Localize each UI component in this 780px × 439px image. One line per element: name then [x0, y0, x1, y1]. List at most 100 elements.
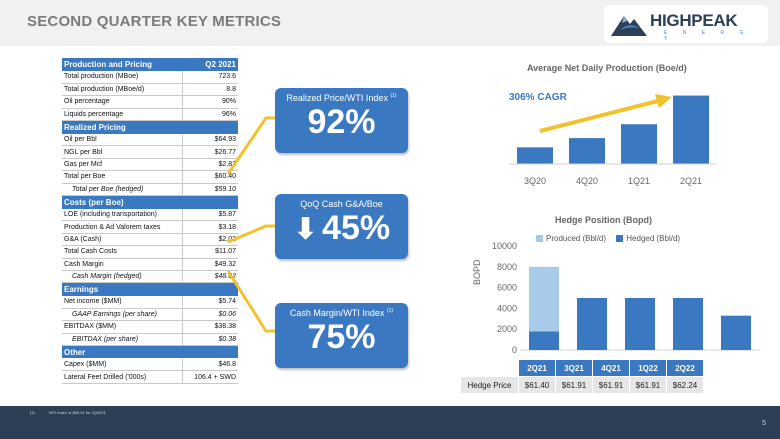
hedge-price-table: 2Q21 3Q21 4Q21 1Q22 2Q22 Hedge Price $61.40 $61… [460, 359, 704, 394]
metric-row: Cash Margin $49.32 [62, 258, 238, 271]
cagr-label: 306% CAGR [509, 92, 567, 103]
metric-row: EBITDAX (per share) $0.38 [62, 333, 238, 346]
metric-row: Net income ($MM) $5.74 [62, 295, 238, 309]
metric-label: Realized Pricing [62, 120, 183, 134]
footer-band: (1) WTI index of $65.91 for 2Q2021 5 [0, 406, 780, 439]
metric-row: NGL per Bbl $26.77 [62, 145, 238, 159]
logo-wordmark: HIGHPEAK [650, 11, 738, 30]
metric-value: 106.4 + SWD [182, 370, 238, 384]
hedge-price-value: $61.91 [592, 376, 630, 394]
hedge-y-tick: 0 [512, 345, 517, 355]
metric-label: Other [62, 345, 183, 359]
hedge-header-row: 2Q21 3Q21 4Q21 1Q22 2Q22 [460, 359, 704, 377]
metric-value: 90% [182, 95, 238, 109]
metric-value: $38.38 [182, 320, 238, 334]
hedged-bar-4q21 [625, 298, 655, 350]
metric-row: Total per Boe $60.40 [62, 170, 238, 184]
key-metrics-table: Production and Pricing Q2 2021 Total produ… [62, 58, 238, 384]
metric-label: NGL per Bbl [62, 145, 183, 159]
metric-value: Q2 2021 [182, 58, 238, 71]
metric-row: LOE (including transportation) $5.87 [62, 208, 238, 222]
metric-label: Total per Boe [62, 170, 183, 184]
metric-label: Cash Margin (hedged) [62, 270, 183, 284]
production-bar-2q21 [673, 95, 709, 164]
production-x-tick: 3Q20 [524, 176, 546, 186]
metric-label: Cash Margin [62, 258, 183, 271]
hedged-bar-3q21 [577, 298, 607, 350]
metric-value: 8.8 [182, 83, 238, 97]
metric-value: $0.38 [182, 333, 238, 346]
metric-value: $2.81 [182, 158, 238, 172]
hedged-bar-2q21 [529, 331, 559, 350]
hedge-price-row: Hedge Price $61.40 $61.91 $61.91 $61.91 $62.2… [460, 376, 704, 394]
hedge-quarter: 2Q21 [518, 359, 556, 377]
metric-label: Total per Boe (hedged) [62, 183, 183, 197]
metric-label: Gas per Mcf [62, 158, 183, 172]
metric-value: $11.07 [182, 245, 238, 259]
callout-realized-label: Realized Price/WTI Index (1) [286, 93, 397, 103]
callout-cash-margin-label: Cash Margin/WTI Index (1) [289, 308, 394, 318]
metric-label: Capex ($MM) [62, 358, 183, 372]
metric-label: Total Cash Costs [62, 245, 183, 259]
metric-row: Lateral Feet Drilled ('000s) 106.4 + SWD [62, 370, 238, 384]
callout-realized-value: 92% [307, 103, 376, 141]
hedge-y-tick: 6000 [497, 283, 517, 293]
metric-label: Production and Pricing [62, 58, 183, 71]
down-arrow-icon: ⬇ [292, 213, 319, 246]
production-bar-3q20 [517, 147, 553, 164]
callout-cash-ga: QoQ Cash G&A/Boe ⬇ 45% [275, 194, 408, 259]
hedge-y-tick: 8000 [497, 262, 517, 272]
production-chart-title: Average Net Daily Production (Boe/d) [527, 63, 687, 73]
connector-realized [226, 116, 275, 175]
section-header-row: Earnings [62, 282, 238, 296]
metric-label: Earnings [62, 282, 183, 296]
logo-subtitle: E N E R G Y [664, 30, 751, 42]
company-logo: HIGHPEAK E N E R G Y [604, 5, 768, 43]
metric-label: Lateral Feet Drilled ('000s) [62, 370, 183, 384]
metric-row: Oil per Bbl $64.93 [62, 133, 238, 147]
hedge-price-value: $61.40 [518, 376, 556, 394]
legend-hedged: Hedged (Bbl/d) [616, 234, 680, 243]
hedged-bar-2q22 [721, 315, 751, 350]
metric-label: GAAP Earnings (per share) [62, 308, 183, 322]
hedge-legend: Produced (Bbl/d) Hedged (Bbl/d) [536, 234, 688, 243]
metric-row: GAAP Earnings (per share) $0.06 [62, 308, 238, 322]
metric-value: $60.40 [182, 170, 238, 184]
section-header-row: Production and Pricing Q2 2021 [62, 58, 238, 71]
metric-label: LOE (including transportation) [62, 208, 183, 222]
metric-label: Oil percentage [62, 95, 183, 109]
footnote: (1) WTI index of $65.91 for 2Q2021 [30, 410, 106, 415]
hedge-price-value: $61.91 [629, 376, 667, 394]
callout-realized-price: Realized Price/WTI Index (1) 92% [275, 88, 408, 153]
hedge-quarter: 3Q21 [555, 359, 593, 377]
metric-row: Total per Boe (hedged) $59.10 [62, 183, 238, 197]
metric-row: Capex ($MM) $46.8 [62, 358, 238, 372]
metric-label: Net income ($MM) [62, 295, 183, 309]
cagr-arrow-head-icon [655, 94, 672, 108]
metric-label: EBITDAX ($MM) [62, 320, 183, 334]
mountain-logo-icon [611, 16, 647, 36]
metric-label: Liquids percentage [62, 108, 183, 122]
metric-row: Gas per Mcf $2.81 [62, 158, 238, 172]
hedge-header-blank [460, 359, 519, 377]
cagr-trend-arrow [539, 99, 659, 133]
hedge-chart-title: Hedge Position (Bopd) [555, 215, 652, 225]
metric-value: $46.8 [182, 358, 238, 372]
produced-bar-2q21 [529, 266, 559, 332]
metric-value: 723.6 [182, 71, 238, 84]
production-x-tick: 1Q21 [628, 176, 650, 186]
metric-row: G&A (Cash) $2.02 [62, 233, 238, 247]
callout-cash-margin: Cash Margin/WTI Index (1) 75% [275, 303, 408, 368]
metric-row: Liquids percentage 96% [62, 108, 238, 122]
metric-row: Oil percentage 90% [62, 95, 238, 109]
section-header-row: Other [62, 345, 238, 359]
metric-value: $2.02 [182, 233, 238, 247]
metric-value: $0.06 [182, 308, 238, 322]
hedged-bar-1q22 [673, 298, 703, 350]
metric-value: $3.18 [182, 220, 238, 234]
page-number: 5 [762, 420, 766, 427]
section-header-row: Realized Pricing [62, 120, 238, 134]
metric-value: $64.93 [182, 133, 238, 147]
production-bar-4q20 [569, 138, 605, 164]
